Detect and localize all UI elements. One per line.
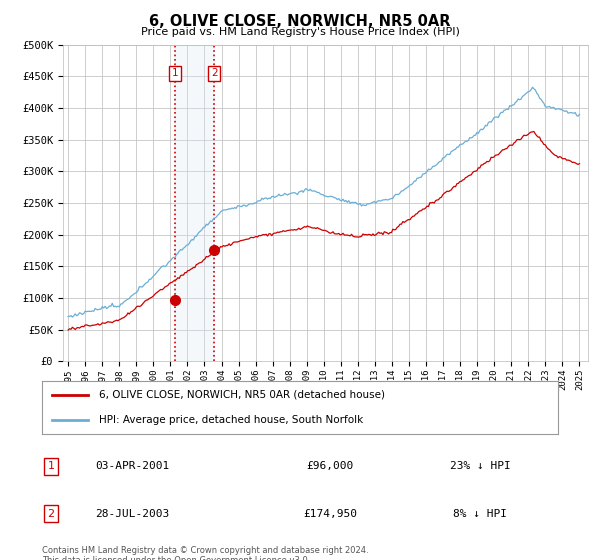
Text: £174,950: £174,950 (303, 509, 357, 519)
Text: £96,000: £96,000 (307, 461, 353, 471)
Text: 1: 1 (172, 68, 178, 78)
Text: 03-APR-2001: 03-APR-2001 (95, 461, 169, 471)
Text: 2: 2 (47, 509, 55, 519)
Text: 8% ↓ HPI: 8% ↓ HPI (453, 509, 507, 519)
Bar (175, 45, 214, 361)
Text: HPI: Average price, detached house, South Norfolk: HPI: Average price, detached house, Sout… (99, 415, 363, 425)
Text: 6, OLIVE CLOSE, NORWICH, NR5 0AR: 6, OLIVE CLOSE, NORWICH, NR5 0AR (149, 14, 451, 29)
Text: 1: 1 (47, 461, 55, 471)
Text: 28-JUL-2003: 28-JUL-2003 (95, 509, 169, 519)
Text: Contains HM Land Registry data © Crown copyright and database right 2024.
This d: Contains HM Land Registry data © Crown c… (42, 546, 368, 560)
Text: 6, OLIVE CLOSE, NORWICH, NR5 0AR (detached house): 6, OLIVE CLOSE, NORWICH, NR5 0AR (detach… (99, 390, 385, 400)
Text: 23% ↓ HPI: 23% ↓ HPI (449, 461, 511, 471)
Text: 2: 2 (211, 68, 218, 78)
Text: Price paid vs. HM Land Registry's House Price Index (HPI): Price paid vs. HM Land Registry's House … (140, 27, 460, 37)
